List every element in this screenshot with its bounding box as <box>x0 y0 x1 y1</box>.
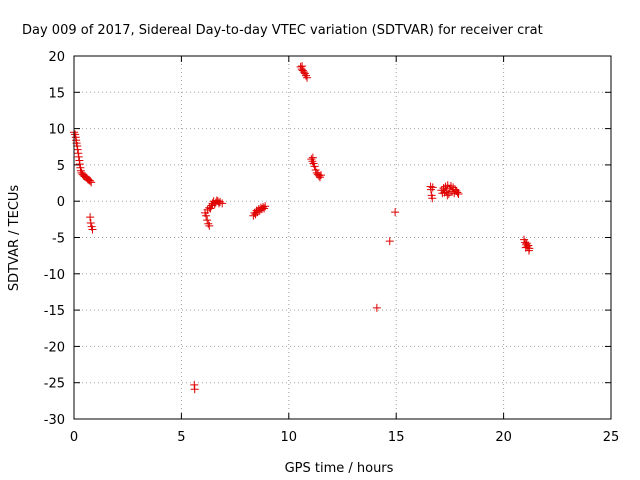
x-tick-label: 25 <box>603 430 620 445</box>
data-point <box>204 219 213 228</box>
data-point <box>259 203 268 212</box>
data-point <box>261 202 270 211</box>
data-points <box>70 62 534 394</box>
data-point <box>391 208 400 217</box>
data-point <box>202 211 211 220</box>
data-point <box>385 237 394 246</box>
data-point <box>372 303 381 312</box>
data-point <box>205 221 214 230</box>
grid <box>74 56 611 419</box>
y-tick-label: -30 <box>44 413 65 428</box>
data-point <box>521 243 530 252</box>
data-point <box>522 239 531 248</box>
data-point <box>428 183 437 192</box>
data-point <box>307 155 316 164</box>
x-tick-label: 5 <box>177 430 185 445</box>
data-point <box>88 225 97 234</box>
data-point <box>303 73 312 82</box>
data-point <box>441 182 450 191</box>
data-point <box>438 189 447 198</box>
data-point <box>453 188 462 197</box>
y-tick-labels: -30 -25 -20 -15 -10 -5 0 5 10 15 20 <box>44 50 65 428</box>
data-point <box>86 218 95 227</box>
data-point <box>190 385 199 394</box>
x-tick-label: 15 <box>388 430 405 445</box>
data-point <box>443 191 452 200</box>
data-point <box>428 194 437 203</box>
data-point <box>298 62 307 71</box>
y-tick-label: 5 <box>57 159 65 174</box>
data-point <box>203 216 212 225</box>
data-point <box>214 199 223 208</box>
y-tick-label: 10 <box>48 123 65 138</box>
data-point <box>74 152 83 161</box>
plot-frame <box>73 55 612 420</box>
data-point <box>73 145 82 154</box>
y-axis-title: SDTVAR / TECUs <box>7 185 22 292</box>
x-tick-label: 10 <box>281 430 298 445</box>
data-point <box>310 162 319 171</box>
x-tick-labels: 0 5 10 15 20 25 <box>70 430 619 445</box>
data-point <box>86 213 95 222</box>
x-tick-label: 0 <box>70 430 78 445</box>
data-point <box>216 197 225 206</box>
y-tick-label: 15 <box>48 86 65 101</box>
x-tick-label: 20 <box>495 430 512 445</box>
x-axis-title: GPS time / hours <box>285 461 394 476</box>
y-tick-label: -15 <box>44 304 65 319</box>
data-point <box>87 178 96 187</box>
data-point <box>86 176 95 185</box>
y-tick-label: -10 <box>44 268 65 283</box>
data-point <box>256 203 265 212</box>
data-point <box>308 153 317 162</box>
data-point <box>317 171 326 180</box>
data-point <box>314 171 323 180</box>
chart-title: Day 009 of 2017, Sidereal Day-to-day VTE… <box>22 23 543 38</box>
data-point <box>205 203 214 212</box>
y-tick-label: -25 <box>44 377 65 392</box>
y-tick-label: 0 <box>57 195 65 210</box>
data-point <box>454 189 463 198</box>
data-point <box>299 67 308 76</box>
y-tick-label: -20 <box>44 340 65 355</box>
y-tick-label: 20 <box>48 50 65 65</box>
data-point <box>446 181 455 190</box>
data-point <box>443 181 452 190</box>
y-tick-label: -5 <box>52 232 65 247</box>
data-point <box>210 200 219 209</box>
data-point <box>75 160 84 169</box>
